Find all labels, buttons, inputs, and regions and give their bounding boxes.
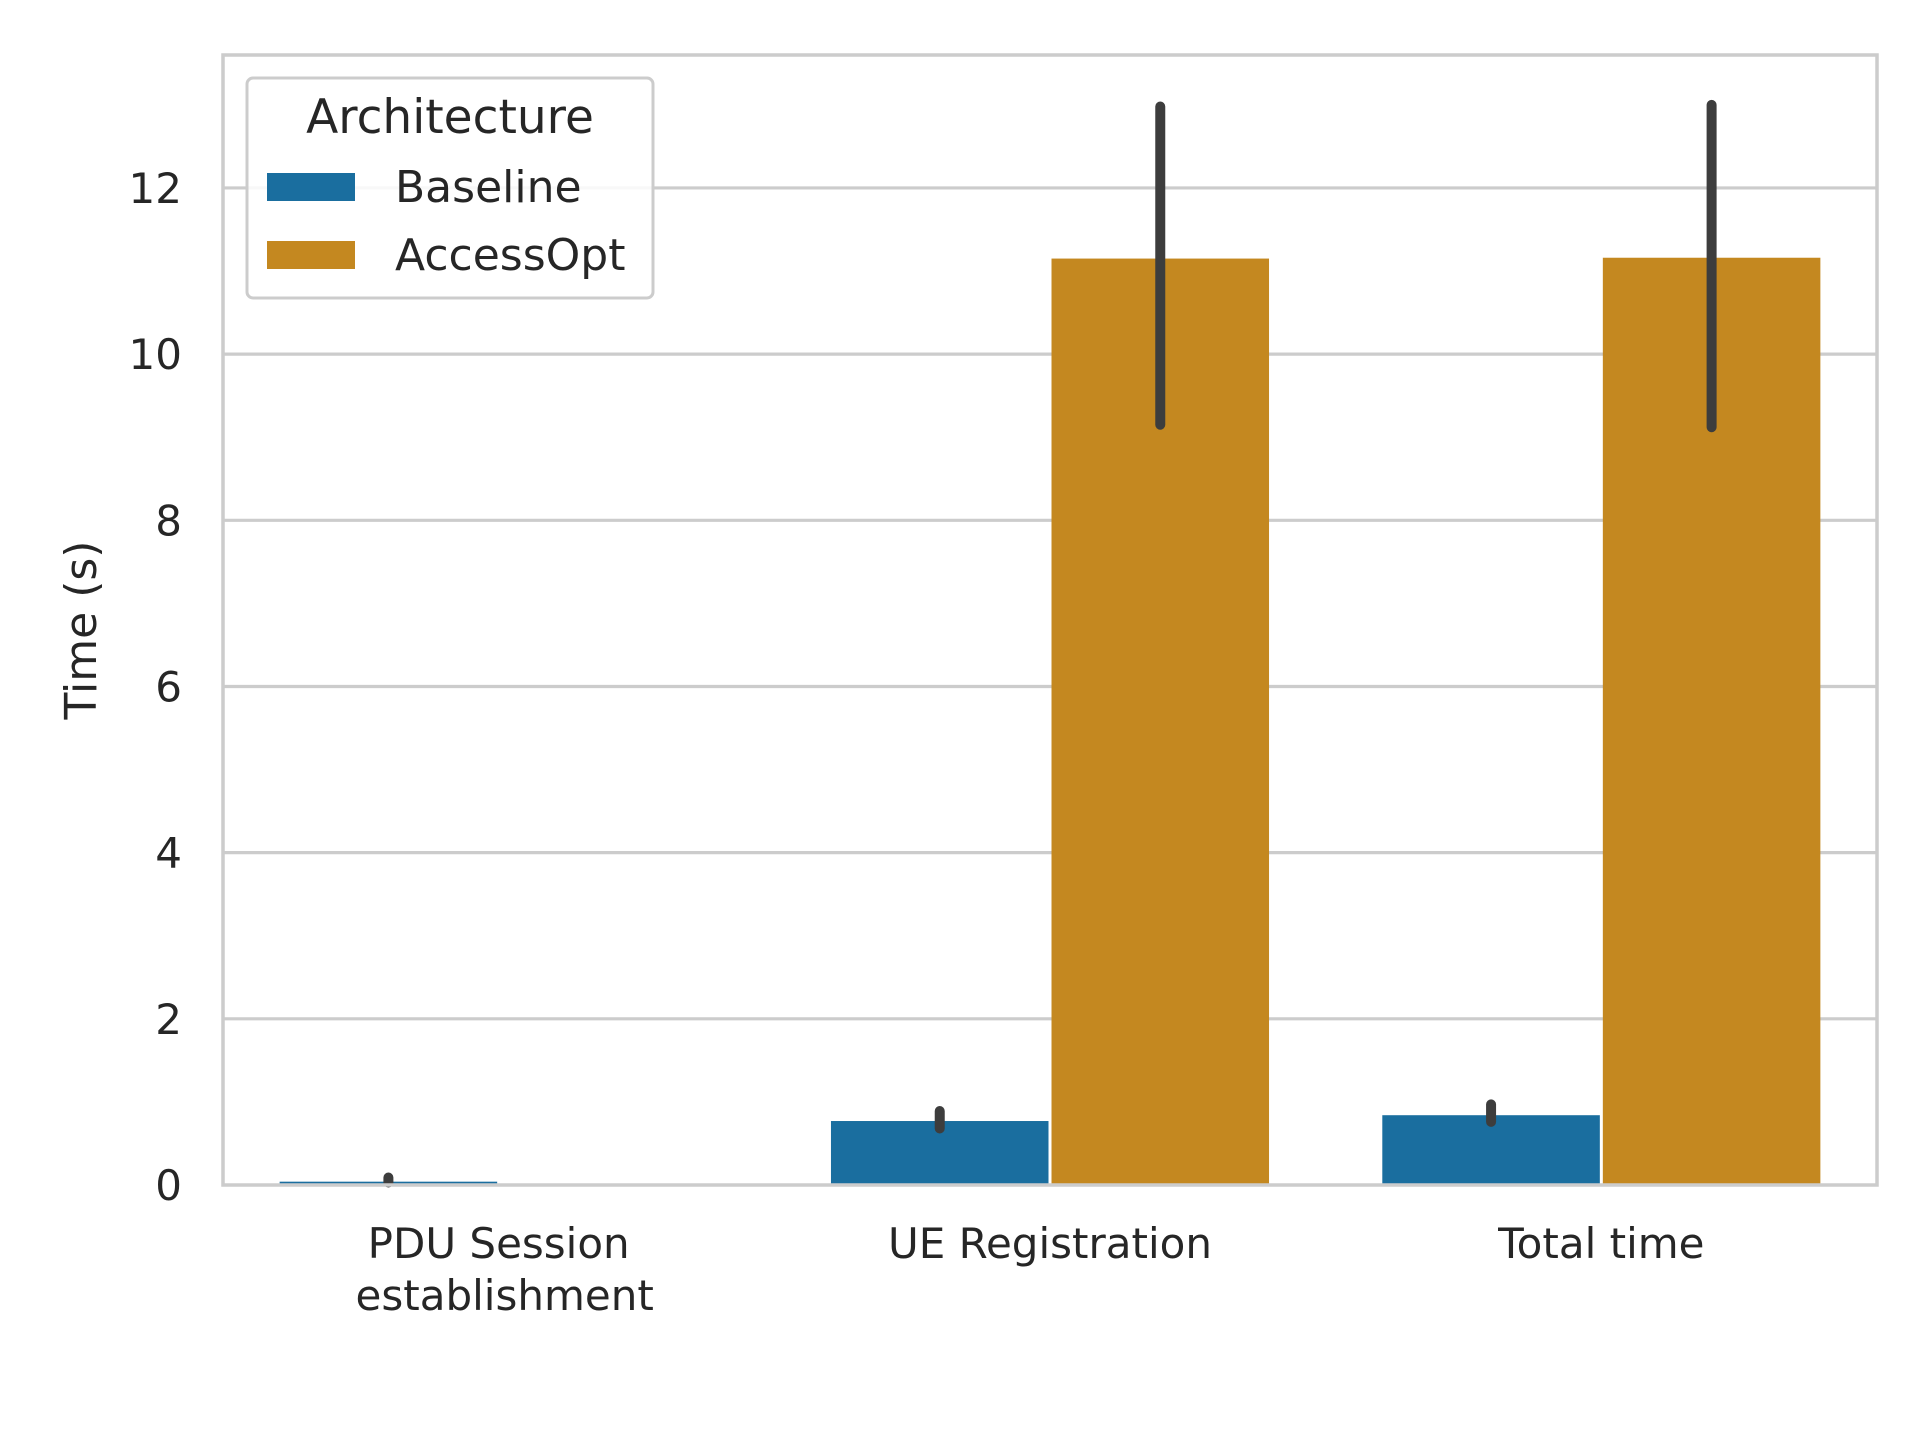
y-tick-label-10: 10 (129, 330, 182, 379)
y-tick-label-12: 12 (129, 164, 182, 213)
legend-label-baseline: Baseline (395, 162, 582, 213)
legend-swatch-accessopt (267, 241, 355, 269)
error-bars (383, 99, 1717, 1188)
legend-items: Baseline AccessOpt (267, 162, 625, 281)
y-tick-label-2: 2 (155, 995, 182, 1044)
y-axis-label: Time (s) (56, 541, 107, 721)
legend-title: Architecture (306, 90, 594, 145)
y-tick-label-0: 0 (155, 1161, 182, 1210)
x-tick-label-2-0: Total time (1497, 1219, 1704, 1268)
y-tick-label-4: 4 (155, 829, 182, 878)
legend-swatch-baseline (267, 173, 355, 201)
x-tick-label-1-0: UE Registration (888, 1219, 1212, 1268)
plot-frame (221, 53, 1879, 1187)
y-tick-label-8: 8 (155, 496, 182, 545)
bars (279, 257, 1821, 1185)
y-tick-labels: 0 2 4 6 8 10 12 (129, 164, 182, 1210)
x-tick-label-0-0: PDU Session (368, 1219, 630, 1268)
y-tick-label-6: 6 (155, 662, 182, 711)
legend-label-accessopt: AccessOpt (395, 230, 625, 281)
x-tick-label-0-1: establishment (356, 1271, 654, 1320)
legend: Architecture Baseline AccessOpt (245, 76, 655, 300)
